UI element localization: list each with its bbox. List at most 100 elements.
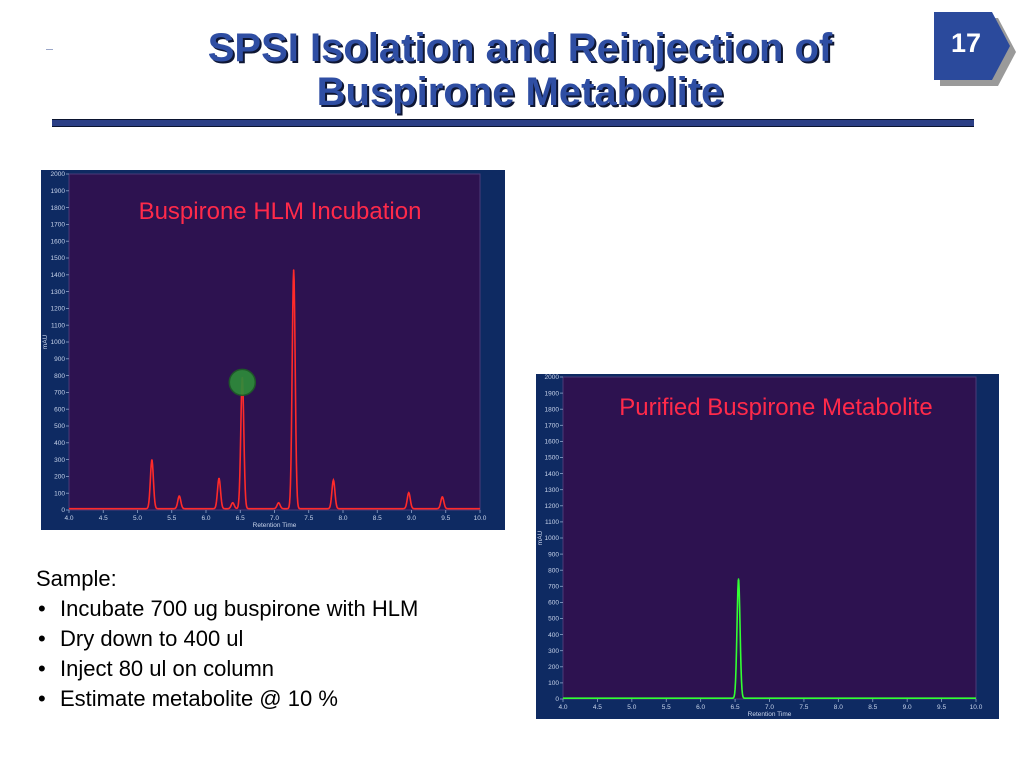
y-tick-label: 1600 — [545, 439, 560, 446]
x-tick-label: 5.0 — [627, 704, 636, 711]
y-tick-label: 1500 — [545, 455, 560, 462]
x-axis-label: Retention Time — [748, 711, 792, 718]
y-tick-label: 1800 — [545, 406, 560, 413]
y-axis-label: mAU — [537, 530, 544, 545]
y-tick-label: 0 — [555, 696, 559, 703]
y-tick-label: 1300 — [51, 289, 66, 296]
x-tick-label: 6.0 — [696, 704, 705, 711]
peak-point — [292, 269, 295, 271]
x-tick-label: 8.5 — [373, 515, 382, 522]
slide-title: SPSI Isolation and Reinjection of Buspir… — [120, 26, 920, 114]
decorative-dash — [46, 49, 53, 50]
y-tick-label: 2000 — [545, 374, 560, 381]
sample-item: Incubate 700 ug buspirone with HLM — [36, 594, 418, 624]
peak-point — [151, 459, 153, 461]
y-tick-label: 700 — [548, 584, 559, 591]
selected-peak-marker — [228, 368, 257, 397]
sample-notes: Sample: Incubate 700 ug buspirone with H… — [36, 564, 418, 714]
x-tick-label: 10.0 — [970, 704, 983, 711]
chart-title: Buspirone HLM Incubation — [139, 198, 422, 225]
x-tick-label: 8.5 — [868, 704, 877, 711]
x-tick-label: 10.0 — [474, 515, 487, 522]
x-tick-label: 7.5 — [799, 704, 808, 711]
x-tick-label: 4.0 — [558, 704, 567, 711]
y-tick-label: 1400 — [51, 272, 66, 279]
y-tick-label: 0 — [61, 507, 65, 514]
y-tick-label: 1800 — [51, 205, 66, 212]
x-tick-label: 4.0 — [64, 515, 73, 522]
x-tick-label: 7.0 — [765, 704, 774, 711]
sample-list: Incubate 700 ug buspirone with HLM Dry d… — [36, 594, 418, 714]
peak-point — [332, 479, 335, 481]
peak-point — [277, 501, 280, 504]
y-tick-label: 1200 — [545, 503, 560, 510]
y-tick-label: 400 — [548, 632, 559, 639]
x-tick-label: 9.0 — [407, 515, 416, 522]
peak-point — [231, 501, 234, 504]
title-underline-rule — [52, 119, 974, 127]
y-tick-label: 1700 — [51, 222, 66, 229]
x-tick-label: 6.5 — [731, 704, 740, 711]
page-number: 17 — [950, 28, 982, 58]
plot-area — [68, 173, 481, 511]
peak-point — [441, 496, 444, 498]
peak-point — [407, 491, 410, 494]
chart-hlm-incubation-svg: 0 100 200 300 400 500 600 700 800 900 1000 1100 1200… — [41, 170, 505, 530]
y-tick-label: 300 — [54, 457, 65, 464]
x-tick-label: 7.0 — [270, 515, 279, 522]
chart-title: Purified Buspirone Metabolite — [619, 394, 933, 421]
y-tick-label: 1900 — [545, 390, 560, 397]
y-tick-label: 200 — [54, 474, 65, 481]
y-tick-label: 600 — [54, 406, 65, 413]
x-tick-label: 5.5 — [662, 704, 671, 711]
y-tick-label: 100 — [54, 490, 65, 497]
y-tick-label: 500 — [548, 616, 559, 623]
chromatogram-trace — [563, 579, 976, 699]
x-tick-label: 4.5 — [99, 515, 108, 522]
chart-hlm-incubation: 0 100 200 300 400 500 600 700 800 900 1000 1100 1200… — [41, 170, 505, 530]
y-tick-label: 300 — [548, 648, 559, 655]
slide-title-line-1: SPSI Isolation and Reinjection of — [207, 26, 833, 70]
y-tick-label: 1400 — [545, 471, 560, 478]
x-tick-label: 4.5 — [593, 704, 602, 711]
y-tick-label: 1500 — [51, 255, 66, 262]
y-tick-label: 1100 — [545, 519, 559, 526]
y-tick-label: 900 — [548, 551, 559, 558]
y-tick-label: 1000 — [545, 535, 560, 542]
y-tick-label: 500 — [54, 423, 65, 430]
y-axis-label: mAU — [42, 334, 49, 349]
y-tick-label: 700 — [54, 390, 65, 397]
peak-point — [178, 495, 181, 497]
sample-item: Inject 80 ul on column — [36, 654, 418, 684]
y-tick-label: 400 — [54, 440, 65, 447]
sample-item: Estimate metabolite @ 10 % — [36, 684, 418, 714]
y-tick-label: 1900 — [51, 188, 66, 195]
y-tick-label: 1300 — [545, 487, 560, 494]
y-tick-label: 200 — [548, 664, 559, 671]
x-tick-label: 5.5 — [167, 515, 176, 522]
x-axis-label: Retention Time — [253, 522, 297, 529]
slide-title-line-2: Buspirone Metabolite — [316, 70, 724, 114]
badge-shape — [934, 12, 1010, 80]
y-tick-label: 1200 — [51, 306, 66, 313]
chart-purified-metabolite: 0 100 200 300 400 500 600 700 800 900 1000 1100 1200… — [536, 374, 999, 719]
x-tick-label: 8.0 — [338, 515, 347, 522]
sample-item: Dry down to 400 ul — [36, 624, 418, 654]
y-tick-label: 1100 — [51, 322, 65, 329]
plot-area — [562, 376, 977, 700]
x-tick-label: 9.0 — [903, 704, 912, 711]
x-tick-label: 6.0 — [201, 515, 210, 522]
x-tick-label: 8.0 — [834, 704, 843, 711]
chromatogram-trace — [69, 270, 480, 510]
y-tick-label: 1000 — [51, 339, 66, 346]
sample-heading: Sample: — [36, 566, 117, 591]
x-tick-label: 7.5 — [304, 515, 313, 522]
x-tick-label: 9.5 — [937, 704, 946, 711]
peak-point — [737, 578, 740, 580]
y-tick-label: 800 — [54, 373, 65, 380]
y-tick-label: 2000 — [51, 171, 66, 178]
y-tick-label: 800 — [548, 567, 559, 574]
y-tick-label: 1700 — [545, 423, 560, 430]
page-number-badge — [934, 12, 1016, 86]
peak-point — [218, 477, 220, 480]
